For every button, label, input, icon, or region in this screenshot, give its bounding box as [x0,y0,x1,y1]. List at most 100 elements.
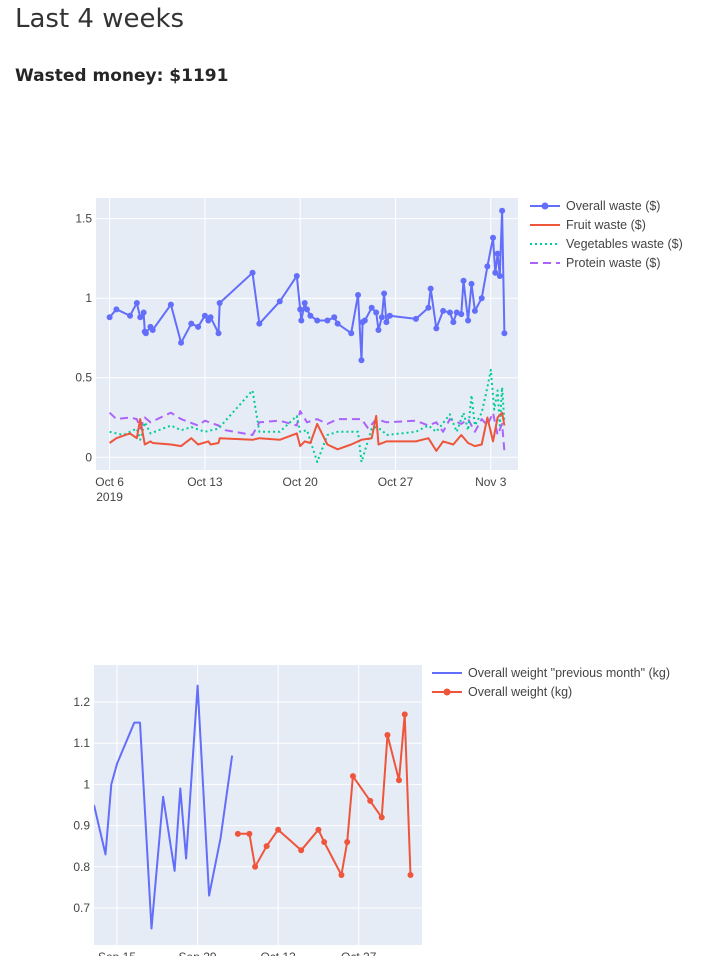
legend-entry-fruit-waste[interactable]: Fruit waste ($) [566,218,646,232]
data-point-overall-waste[interactable] [368,304,375,311]
data-point-overall-waste[interactable] [453,309,460,316]
series-line-vegetables-waste [109,368,506,463]
data-point-overall-weight-kg[interactable] [246,830,253,837]
data-point-overall-waste[interactable] [478,295,485,302]
data-point-overall-waste[interactable] [304,306,310,313]
data-point-overall-waste[interactable] [499,207,506,214]
data-point-overall-waste[interactable] [195,323,202,330]
data-point-overall-waste[interactable] [501,330,508,337]
y-tick-label: 1 [83,777,90,791]
data-point-overall-waste[interactable] [375,327,382,334]
data-point-overall-waste[interactable] [256,320,263,327]
data-point-overall-waste[interactable] [358,357,365,364]
data-point-overall-waste[interactable] [427,285,434,292]
data-point-overall-weight-kg[interactable] [407,872,414,878]
y-tick-label: 1 [85,291,92,305]
data-point-overall-weight-kg[interactable] [234,830,241,837]
data-point-overall-waste[interactable] [458,311,465,318]
data-point-overall-waste[interactable] [468,280,475,287]
data-point-overall-waste[interactable] [215,330,222,337]
data-point-overall-waste[interactable] [331,314,338,321]
data-point-overall-waste[interactable] [460,277,467,284]
data-point-overall-weight-kg[interactable] [344,839,351,846]
data-point-overall-waste[interactable] [298,317,305,324]
data-point-overall-weight-kg[interactable] [275,826,282,833]
data-point-overall-waste[interactable] [106,314,113,321]
data-point-overall-waste[interactable] [201,312,208,319]
data-point-overall-waste[interactable] [249,269,256,276]
data-point-overall-weight-kg[interactable] [263,843,270,850]
data-point-overall-waste[interactable] [314,317,321,324]
data-point-overall-waste[interactable] [149,327,156,334]
data-point-overall-waste[interactable] [127,312,134,319]
legend-entry-protein-waste[interactable]: Protein waste ($) [566,256,660,270]
data-point-overall-weight-kg[interactable] [401,711,408,718]
data-point-overall-waste[interactable] [446,309,453,316]
data-point-overall-waste[interactable] [381,290,388,297]
data-point-overall-waste[interactable] [293,272,300,279]
series-line-fruit-waste [109,411,506,452]
data-point-overall-weight-kg[interactable] [298,847,305,854]
data-point-overall-weight-kg[interactable] [315,826,322,833]
x-tick-label: Sep 29 [179,950,217,956]
data-point-overall-waste[interactable] [496,272,503,279]
data-point-overall-waste[interactable] [450,319,457,326]
y-tick-label: 0.8 [73,860,90,874]
data-point-overall-waste[interactable] [140,309,147,316]
data-point-overall-waste[interactable] [494,250,501,257]
data-point-overall-weight-kg[interactable] [384,732,391,738]
data-point-overall-weight-kg[interactable] [321,839,328,846]
data-point-overall-waste[interactable] [334,320,341,327]
data-point-overall-waste[interactable] [167,301,174,308]
data-point-overall-waste[interactable] [471,307,478,314]
x-tick-label: Oct 13 [187,475,223,489]
y-tick-label: 1.2 [73,695,90,709]
data-point-overall-waste[interactable] [348,330,355,337]
data-point-overall-waste[interactable] [178,339,185,346]
legend-entry-vegetables-waste[interactable]: Vegetables waste ($) [566,237,683,251]
data-point-overall-waste[interactable] [492,269,499,276]
data-point-overall-weight-kg[interactable] [252,863,259,870]
data-point-overall-weight-kg[interactable] [349,773,356,780]
data-point-overall-weight-kg[interactable] [367,797,374,804]
data-point-overall-waste[interactable] [361,317,368,324]
data-point-overall-waste[interactable] [297,306,304,313]
data-point-overall-waste[interactable] [490,234,497,241]
data-point-overall-waste[interactable] [307,312,314,319]
data-point-overall-waste[interactable] [301,299,308,306]
data-point-overall-waste[interactable] [425,304,432,311]
y-tick-label: 0.9 [73,819,90,833]
data-point-overall-waste[interactable] [440,307,447,314]
data-point-overall-weight-kg[interactable] [395,777,402,784]
data-point-overall-weight-kg[interactable] [378,814,385,821]
data-point-overall-waste[interactable] [386,312,393,319]
legend-entry-overall-waste[interactable]: Overall waste ($) [566,199,660,213]
data-point-overall-waste[interactable] [324,317,331,324]
x-tick-label: Sep 15 [98,950,136,956]
series-line-overall-weight-previous-month-kg [94,684,234,930]
data-point-overall-waste[interactable] [484,263,491,270]
data-point-overall-waste[interactable] [113,306,120,313]
data-point-overall-waste[interactable] [412,315,419,322]
data-point-overall-waste[interactable] [433,325,440,332]
data-point-overall-waste[interactable] [373,309,380,316]
data-point-overall-waste[interactable] [216,299,223,306]
data-point-overall-waste[interactable] [137,314,144,321]
y-tick-label: 1.5 [75,212,92,226]
data-point-overall-waste[interactable] [465,317,472,324]
data-point-overall-waste[interactable] [378,314,385,321]
data-point-overall-waste[interactable] [383,319,390,326]
page-title: Last 4 weeks [15,4,185,34]
data-point-overall-waste[interactable] [142,330,149,337]
data-point-overall-waste[interactable] [276,298,283,305]
data-point-overall-weight-kg[interactable] [338,872,345,878]
legend-entry-overall-weight-previous-month-kg[interactable]: Overall weight "previous month" (kg) [468,666,670,680]
legend-entry-overall-weight-kg[interactable]: Overall weight (kg) [468,685,572,699]
data-point-overall-waste[interactable] [188,320,195,327]
x-tick-label: Nov 3 [475,475,507,489]
data-point-overall-waste[interactable] [133,299,140,306]
x-tick-label: Oct 13 [260,950,296,956]
data-point-overall-waste[interactable] [355,292,362,299]
data-point-overall-waste[interactable] [207,314,214,321]
x-tick-label: Oct 27 [378,475,414,489]
